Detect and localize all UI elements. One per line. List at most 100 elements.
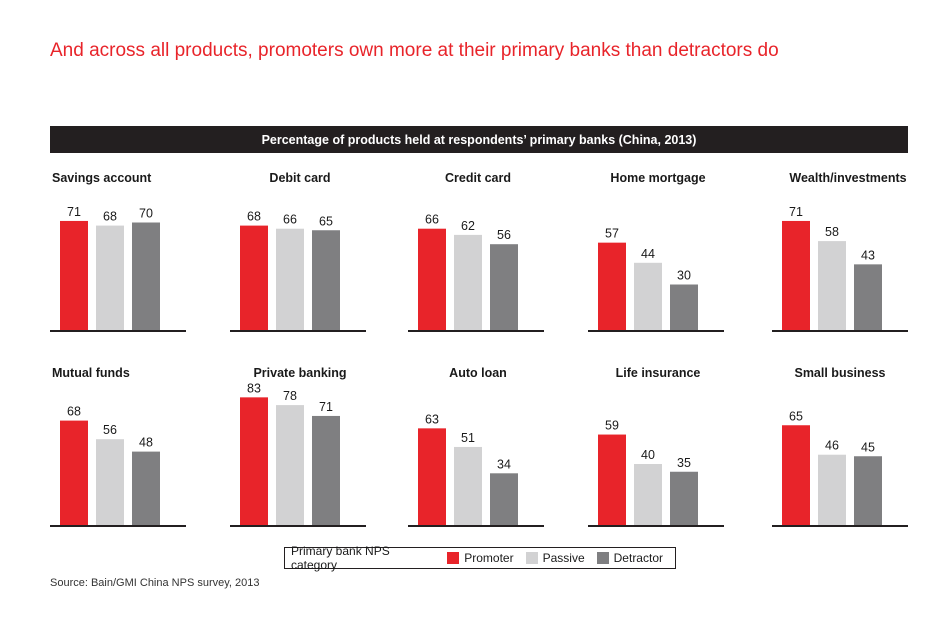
bar-passive <box>454 446 482 526</box>
panel-savings-account: Savings account 71 68 70 <box>50 171 190 341</box>
bar-passive <box>276 228 304 331</box>
panel-credit-card: Credit card 66 62 56 <box>408 171 548 341</box>
bar-promoter <box>60 420 88 526</box>
panel-title: Savings account <box>52 171 152 185</box>
bar-detractor <box>490 244 518 331</box>
data-label-passive: 51 <box>461 431 475 445</box>
data-label-promoter: 65 <box>789 409 803 423</box>
data-label-detractor: 70 <box>139 207 153 221</box>
bar-promoter <box>240 225 268 331</box>
data-label-passive: 58 <box>825 225 839 239</box>
data-label-promoter: 59 <box>605 419 619 433</box>
data-label-detractor: 35 <box>677 456 691 470</box>
bar-detractor <box>132 451 160 526</box>
bar-passive <box>634 262 662 331</box>
legend-swatch-passive <box>525 552 538 564</box>
bar-chart-small-business: 65 46 45 <box>772 409 908 527</box>
bar-promoter <box>418 228 446 331</box>
bar-promoter <box>782 425 810 526</box>
bar-chart-debit-card: 68 66 65 <box>230 210 366 332</box>
legend-label-passive: Passive <box>542 551 585 565</box>
data-label-detractor: 45 <box>861 440 875 454</box>
panel-title: Private banking <box>253 366 347 380</box>
panel-private-banking: Private banking 83 78 71 <box>230 366 370 536</box>
panel-title: Auto loan <box>449 366 507 380</box>
panel-auto-loan: Auto loan 63 51 34 <box>408 366 548 536</box>
data-label-detractor: 65 <box>319 214 333 228</box>
data-label-passive: 78 <box>283 389 297 403</box>
data-label-promoter: 63 <box>425 412 439 426</box>
bar-detractor <box>312 415 340 526</box>
bar-passive <box>276 405 304 526</box>
bar-chart-home-mortgage: 57 44 30 <box>588 227 724 332</box>
bar-passive <box>818 241 846 331</box>
panel-title: Home mortgage <box>610 171 706 185</box>
bar-detractor <box>312 230 340 331</box>
panel-title: Small business <box>794 366 886 380</box>
data-label-detractor: 43 <box>861 248 875 262</box>
data-label-passive: 62 <box>461 219 475 233</box>
bar-detractor <box>670 471 698 526</box>
data-label-detractor: 71 <box>319 400 333 414</box>
data-label-detractor: 48 <box>139 436 153 450</box>
panel-wealth-investments: Wealth/investments 71 58 43 <box>772 171 912 341</box>
bar-chart-wealth-investments: 71 58 43 <box>772 205 908 332</box>
panel-home-mortgage: Home mortgage 57 44 30 <box>588 171 728 341</box>
data-label-promoter: 68 <box>67 405 81 419</box>
panel-debit-card: Debit card 68 66 65 <box>230 171 370 341</box>
banner-title: Percentage of products held at responden… <box>261 132 697 147</box>
bar-promoter <box>598 242 626 331</box>
legend: Primary bank NPS category Promoter Passi… <box>284 544 676 572</box>
bar-passive <box>96 439 124 526</box>
bar-chart-auto-loan: 63 51 34 <box>408 412 544 527</box>
data-label-passive: 66 <box>283 213 297 227</box>
legend-label-detractor: Detractor <box>613 551 663 565</box>
bar-passive <box>634 464 662 526</box>
panel-life-insurance: Life insurance 59 40 35 <box>588 366 728 536</box>
data-label-passive: 40 <box>641 448 655 462</box>
bar-promoter <box>60 220 88 331</box>
bar-detractor <box>854 456 882 526</box>
bar-passive <box>818 454 846 526</box>
panel-small-business: Small business 65 46 45 <box>772 366 912 536</box>
data-label-promoter: 83 <box>247 381 261 395</box>
data-label-passive: 46 <box>825 439 839 453</box>
data-label-promoter: 66 <box>425 213 439 227</box>
data-label-promoter: 57 <box>605 227 619 241</box>
bar-detractor <box>490 473 518 526</box>
legend-swatch-detractor <box>596 552 609 564</box>
legend-title: Primary bank NPS category <box>291 544 390 572</box>
data-label-promoter: 68 <box>247 210 261 224</box>
bar-detractor <box>854 264 882 331</box>
panel-title: Wealth/investments <box>789 171 907 185</box>
bar-chart-life-insurance: 59 40 35 <box>588 419 724 527</box>
legend-label-promoter: Promoter <box>464 551 514 565</box>
bar-promoter <box>598 434 626 526</box>
bar-promoter <box>782 220 810 331</box>
panel-title: Credit card <box>445 171 511 185</box>
data-label-passive: 68 <box>103 210 117 224</box>
bar-passive <box>454 234 482 331</box>
bar-chart-savings-account: 71 68 70 <box>50 205 186 332</box>
bar-passive <box>96 225 124 331</box>
panel-mutual-funds: Mutual funds 68 56 48 <box>50 366 190 536</box>
data-label-promoter: 71 <box>67 205 81 219</box>
data-label-detractor: 34 <box>497 457 511 471</box>
bar-chart-private-banking: 83 78 71 <box>230 381 366 527</box>
bar-chart-mutual-funds: 68 56 48 <box>50 405 186 527</box>
bar-promoter <box>240 397 268 526</box>
legend-item-promoter: Promoter <box>447 551 514 565</box>
panel-title: Mutual funds <box>52 366 130 380</box>
panel-title: Debit card <box>269 171 331 185</box>
bar-chart-credit-card: 66 62 56 <box>408 213 544 332</box>
chart-banner: Percentage of products held at responden… <box>50 126 908 153</box>
bar-detractor <box>132 222 160 331</box>
data-label-detractor: 56 <box>497 228 511 242</box>
legend-item-passive: Passive <box>525 551 585 565</box>
headline: And across all products, promoters own m… <box>50 40 779 61</box>
source-note: Source: Bain/GMI China NPS survey, 2013 <box>50 577 260 589</box>
data-label-promoter: 71 <box>789 205 803 219</box>
panel-title: Life insurance <box>615 366 701 380</box>
legend-swatch-promoter <box>447 552 460 564</box>
bar-promoter <box>418 428 446 526</box>
